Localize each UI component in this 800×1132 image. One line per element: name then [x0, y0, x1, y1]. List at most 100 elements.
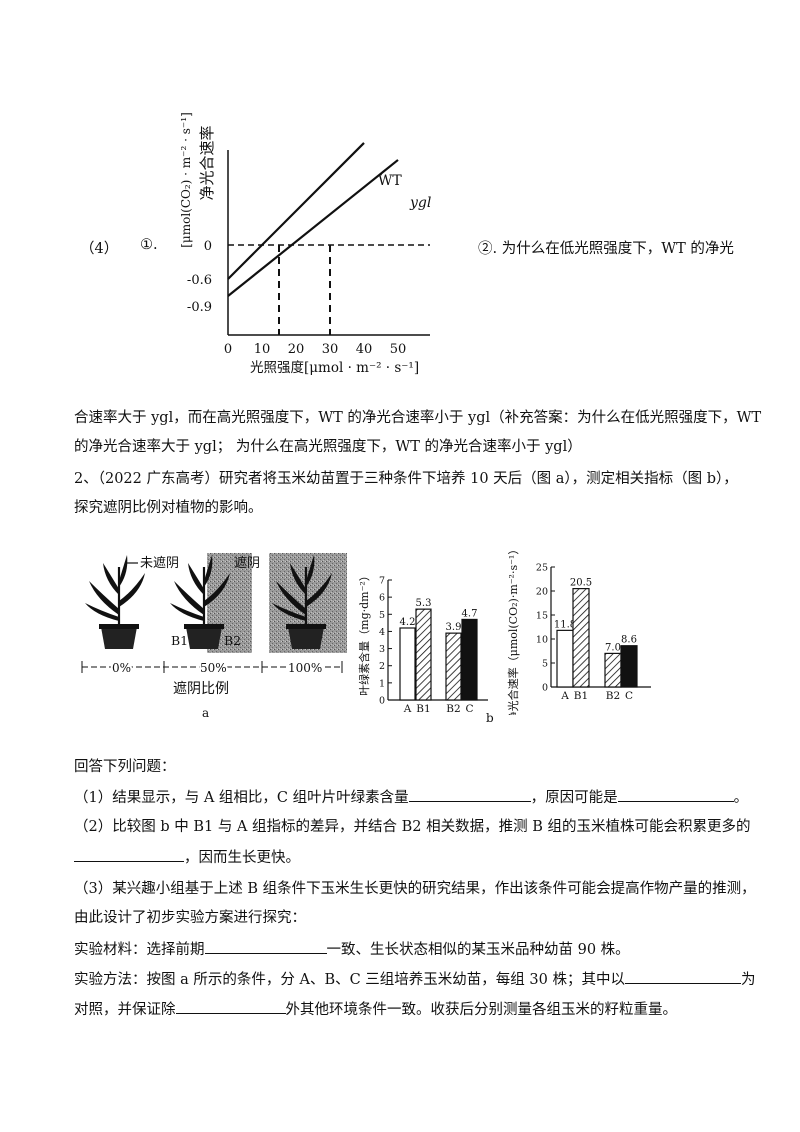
bar-value-label: 11.8 — [554, 619, 576, 630]
bar-b1 — [572, 587, 590, 688]
q1-text-b: ，原因可能是 — [530, 790, 618, 806]
bar-value-label: 7.0 — [605, 642, 621, 653]
bar-y-tick-label: 15 — [536, 611, 548, 622]
bar-category-label: B2 — [606, 690, 620, 702]
bar-y-tick-label: 6 — [379, 593, 385, 604]
figure-a-caption: a — [202, 706, 209, 720]
label-b2: B2 — [224, 633, 241, 648]
method-text-c: 对照，并保证除 — [74, 1002, 176, 1018]
q1-blank-2[interactable] — [617, 787, 734, 802]
material-text-a: 实验材料：选择前期 — [74, 942, 205, 958]
bar-value-label: 20.5 — [570, 578, 592, 589]
plant-half-shaded — [170, 555, 230, 649]
bar-a — [399, 627, 416, 701]
shading-ratio-label: 遮阴比例 — [173, 681, 229, 697]
bar-category-label: C — [465, 703, 473, 715]
bar-b2 — [604, 652, 622, 688]
bar-y-tick-label: 20 — [536, 587, 548, 598]
bar-category-label: B2 — [446, 703, 460, 715]
net-photosynthesis-bar-chart: 净光合速率（μmol(CO₂)·m⁻²·s⁻¹） 0 5 10 15 20 25 11.8 A… — [506, 544, 651, 715]
q3-line-2: 由此设计了初步实验方案进行探究： — [74, 910, 306, 926]
material-blank[interactable] — [204, 939, 327, 954]
photosynthesis-y-label: 净光合速率（μmol(CO₂)·m⁻²·s⁻¹） — [506, 544, 520, 715]
q4-continuation-1: 合速率大于 ygl，而在高光照强度下，WT 的净光合速率小于 ygl（补充答案：… — [74, 410, 762, 426]
y-tick-label: -0.9 — [187, 300, 212, 315]
x-tick-label: 40 — [356, 342, 373, 357]
x-tick-label: 50 — [390, 342, 407, 357]
label-unshaded: 未遮阴 — [140, 555, 179, 571]
bar-y-tick-label: 3 — [379, 644, 385, 655]
q2-line-2: ，因而生长更快。 — [74, 847, 300, 868]
method-blank-1[interactable] — [624, 969, 741, 984]
bar-y-tick-label: 5 — [379, 610, 385, 621]
bar-b2 — [445, 632, 462, 701]
q3-line-1: （3）某兴趣小组基于上述 B 组条件下玉米生长更快的研究结果，作出该条件可能会提… — [74, 881, 756, 897]
series-label-ygl: ygl — [409, 195, 431, 211]
x-tick-label: 0 — [224, 342, 232, 357]
bar-category-label: A — [403, 703, 412, 715]
answer-intro: 回答下列问题： — [74, 759, 176, 775]
q1-text-c: 。 — [733, 790, 749, 806]
bar-category-label: C — [625, 690, 633, 702]
pct-100: 100% — [288, 661, 322, 675]
label-shaded: 遮阴 — [234, 555, 260, 571]
figure-a-shading: 未遮阴 遮阴 B1 B2 0% 50% 100% 遮阴比例 a — [81, 553, 347, 720]
material-line: 实验材料：选择前期 一致、生长状态相似的某玉米品种幼苗 90 株。 — [74, 939, 630, 960]
bar-a — [556, 629, 574, 688]
bar-y-tick-label: 10 — [536, 635, 548, 646]
bar-c — [461, 618, 478, 701]
q1-line: （1）结果显示，与 A 组相比，C 组叶片叶绿素含量 ，原因可能是 。 — [74, 787, 748, 808]
chlorophyll-bar-chart: 叶绿素含量（mg·dm⁻²） 0 1 2 3 4 5 6 7 4.2 A 5.3 B1 3.9 B2 4.7… — [358, 570, 494, 725]
bar-c — [620, 645, 638, 688]
series-line-ygl — [227, 159, 399, 297]
bar-y-tick-label: 1 — [379, 678, 385, 689]
label-b1: B1 — [171, 633, 188, 648]
bar-value-label: 4.7 — [462, 608, 478, 619]
bar-y-tick-label: 2 — [379, 661, 385, 672]
q4-circle-2-text: ②. 为什么在低光照强度下，WT 的净光 — [478, 241, 734, 257]
method-blank-2[interactable] — [175, 999, 286, 1014]
bar-b1 — [415, 608, 432, 701]
x-tick-label: 30 — [322, 342, 339, 357]
bar-y-tick-label: 4 — [379, 627, 385, 638]
q2-blank[interactable] — [74, 847, 184, 862]
y-tick-label: -0.6 — [187, 273, 212, 288]
x-axis-label: 光照强度[μmol · m⁻² · s⁻¹] — [250, 360, 419, 376]
q1-text-a: （1）结果显示，与 A 组相比，C 组叶片叶绿素含量 — [74, 790, 409, 806]
bar-value-label: 5.3 — [416, 598, 432, 609]
bar-category-label: B1 — [574, 690, 588, 702]
bar-y-tick-label: 0 — [379, 696, 385, 707]
q4-continuation-2: 的净光合速率大于 ygl； 为什么在高光照强度下，WT 的净光合速率小于 ygl… — [74, 439, 582, 455]
q4-number: （4） — [80, 241, 119, 257]
method-text-d: 外其他环境条件一致。收获后分别测量各组玉米的籽粒重量。 — [285, 1002, 678, 1018]
bar-value-label: 8.6 — [621, 635, 637, 646]
y-axis-label-unit: [μmol(CO₂) · m⁻² · s⁻¹] — [179, 112, 193, 248]
bar-y-tick-label: 5 — [542, 659, 548, 670]
material-text-b: 一致、生长状态相似的某玉米品种幼苗 90 株。 — [326, 942, 630, 958]
q4-circle-1: ①. — [140, 237, 158, 253]
q2-line-1: （2）比较图 b 中 B1 与 A 组指标的差异，并结合 B2 相关数据，推测 … — [74, 819, 751, 835]
x-tick-label: 20 — [288, 342, 305, 357]
bar-value-label: 4.2 — [400, 617, 416, 628]
figure-b-caption: b — [486, 711, 494, 725]
bar-y-tick-label: 0 — [542, 683, 548, 694]
q2-stem-1: 2、（2022 广东高考）研究者将玉米幼苗置于三种条件下培养 10 天后（图 a… — [74, 471, 738, 487]
series-label-wt: WT — [378, 173, 402, 189]
bar-category-label: A — [560, 690, 569, 702]
plant-unshaded — [85, 555, 145, 649]
method-line-1: 实验方法：按图 a 所示的条件，分 A、B、C 三组培养玉米幼苗，每组 30 株… — [74, 969, 755, 990]
bar-y-tick-label: 25 — [536, 563, 548, 574]
method-text-a: 实验方法：按图 a 所示的条件，分 A、B、C 三组培养玉米幼苗，每组 30 株… — [74, 972, 625, 988]
bar-y-tick-label: 7 — [379, 576, 385, 587]
q2-text-b: ，因而生长更快。 — [184, 850, 300, 866]
y-tick-label: 0 — [204, 239, 212, 254]
q1-blank-1[interactable] — [408, 787, 531, 802]
bar-category-label: B1 — [416, 703, 430, 715]
bar-value-label: 3.9 — [446, 622, 462, 633]
q2-stem-2: 探究遮阴比例对植物的影响。 — [74, 500, 263, 516]
x-tick-label: 10 — [254, 342, 271, 357]
pct-0: 0% — [112, 661, 131, 675]
chlorophyll-y-label: 叶绿素含量（mg·dm⁻²） — [358, 570, 371, 696]
method-text-b: 为 — [740, 972, 756, 988]
method-line-2: 对照，并保证除 外其他环境条件一致。收获后分别测量各组玉米的籽粒重量。 — [74, 999, 677, 1020]
